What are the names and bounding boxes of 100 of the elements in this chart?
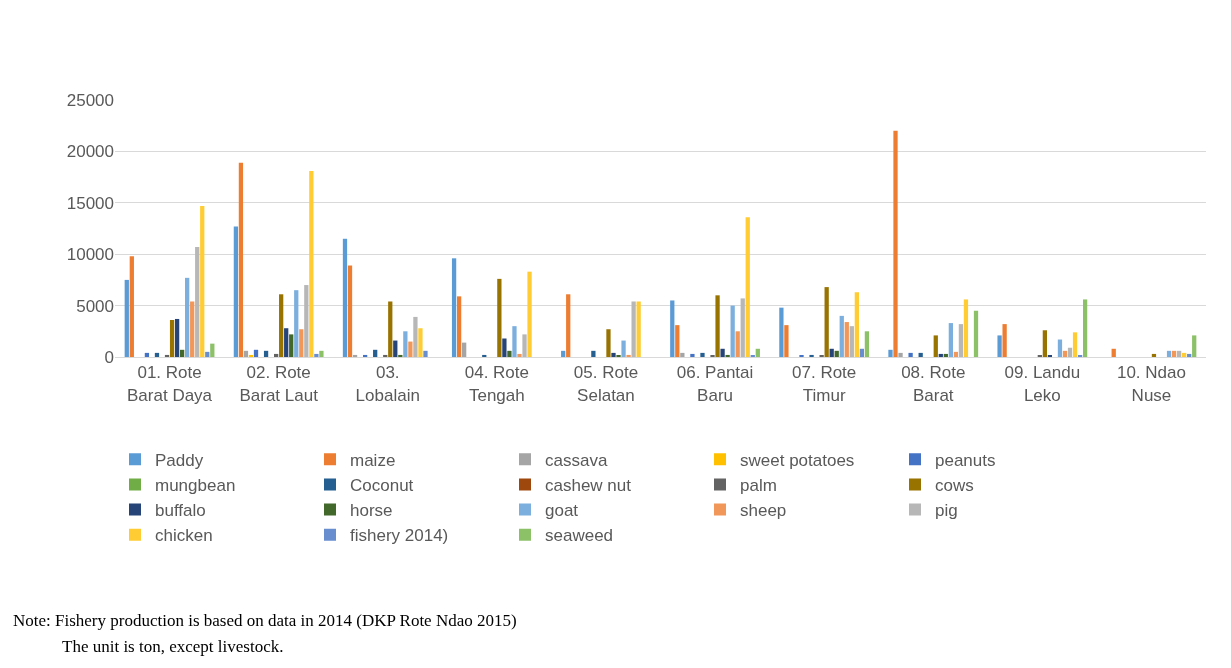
bar: [314, 353, 319, 357]
legend-label: palm: [740, 476, 777, 496]
bar: [1176, 350, 1182, 357]
bar: [502, 338, 507, 357]
bar: [849, 326, 854, 357]
bar: [606, 329, 611, 357]
bar: [888, 349, 893, 357]
bar: [418, 328, 423, 357]
bar: [279, 294, 284, 357]
bar: [854, 292, 859, 357]
bar: [745, 217, 750, 357]
bar: [423, 350, 428, 357]
bar: [1082, 299, 1088, 357]
bar: [408, 341, 413, 357]
bar: [963, 299, 969, 357]
bar: [238, 162, 244, 357]
y-tick-label: 20000: [66, 142, 114, 162]
bar: [347, 265, 353, 357]
bar: [730, 305, 735, 357]
bar: [784, 325, 789, 357]
bar: [809, 354, 814, 357]
bar: [898, 352, 903, 357]
bar: [755, 348, 760, 357]
bar: [561, 350, 566, 357]
bar: [205, 351, 210, 357]
bar: [284, 328, 289, 357]
bar: [1072, 332, 1078, 357]
bar: [200, 205, 205, 357]
bar: [948, 323, 953, 357]
bar: [507, 350, 512, 357]
bar: [973, 310, 979, 357]
bar: [844, 322, 849, 357]
bar: [829, 348, 834, 357]
bar: [834, 350, 839, 357]
bar: [1057, 339, 1063, 357]
bar: [185, 277, 190, 357]
bar: [958, 324, 964, 357]
bar: [725, 354, 730, 357]
legend-label: peanuts: [935, 450, 996, 470]
bar: [566, 294, 571, 357]
legend-label: maize: [350, 450, 396, 470]
bar: [611, 352, 616, 357]
bar: [864, 331, 870, 357]
legend-label: goat: [545, 501, 579, 521]
bar: [304, 285, 309, 357]
legend-label: sweet potatoes: [740, 450, 855, 470]
bar: [839, 315, 844, 357]
legend-label: cassava: [545, 450, 608, 470]
y-tick-label: 15000: [66, 193, 114, 213]
legend-label: mungbean: [155, 476, 236, 496]
bar: [263, 350, 269, 357]
bar: [190, 301, 195, 357]
legend-label: cashew nut: [545, 476, 632, 496]
bar: [319, 350, 324, 357]
bar: [700, 352, 705, 357]
y-tick-label: 25000: [66, 90, 114, 110]
legend-label: cows: [935, 476, 974, 496]
bar: [393, 340, 398, 357]
bar: [522, 334, 527, 357]
bar: [243, 350, 249, 357]
bar: [299, 329, 304, 357]
x-tick-label: 08. Rote Barat: [901, 363, 966, 405]
bar: [943, 353, 948, 357]
bar: [403, 331, 408, 357]
bar: [451, 258, 457, 357]
bar: [512, 326, 517, 357]
bar: [388, 301, 393, 357]
bar: [893, 130, 898, 357]
bar: [497, 278, 502, 357]
bar: [1192, 335, 1197, 357]
bar: [1111, 348, 1116, 357]
bar: [735, 331, 740, 357]
x-tick-label: 06. Pantai Baru: [676, 363, 754, 405]
bar: [195, 247, 200, 357]
bar: [233, 226, 239, 357]
bar: [636, 301, 641, 357]
x-tick-label: 09. Landu Leko: [1004, 363, 1081, 405]
x-tick-label: 04. Rote Tengah: [464, 363, 529, 405]
bar: [1171, 350, 1177, 357]
bar: [1067, 347, 1073, 357]
bar: [626, 354, 631, 357]
legend-label: Coconut: [350, 476, 414, 496]
text: Note: Fishery production is based on data in 2014 (DKP Rote Ndao 2015): [13, 611, 517, 630]
bar: [1042, 330, 1047, 357]
legend-label: chicken: [155, 526, 213, 546]
legend-label: Paddy: [155, 450, 204, 470]
bar: [953, 351, 959, 357]
bar: [675, 325, 680, 357]
bar: [1151, 353, 1157, 357]
bar: [342, 238, 348, 357]
y-tick-label: 10000: [66, 245, 114, 265]
legend-label: fishery 2014): [350, 526, 449, 546]
bar: [720, 348, 725, 357]
x-tick-label: 02. Rote Barat Laut: [239, 363, 319, 405]
bar: [373, 349, 378, 357]
bar: [859, 348, 865, 357]
bar: [517, 353, 522, 357]
bar: [670, 300, 675, 357]
bar: [631, 301, 636, 357]
bar: [174, 318, 180, 357]
